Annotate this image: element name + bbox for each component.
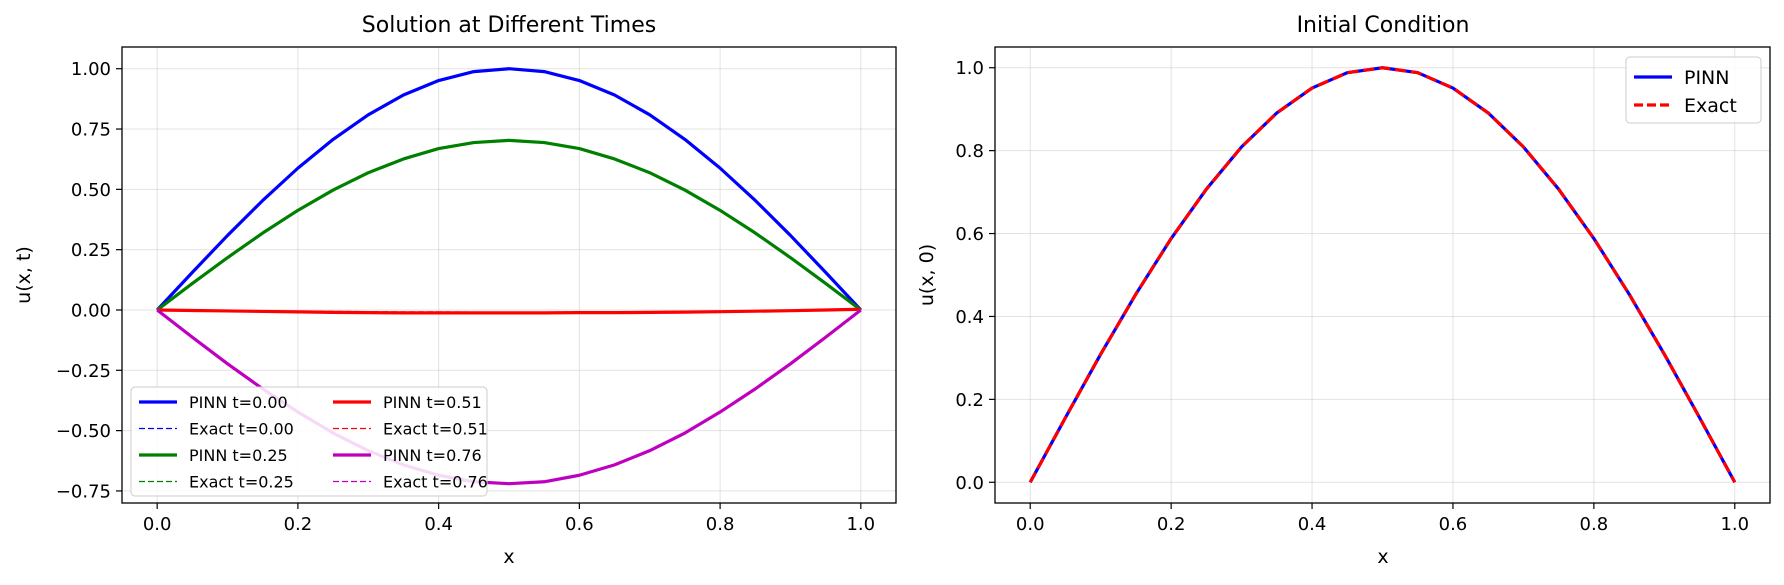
legend-label: Exact t=0.00 bbox=[189, 419, 294, 438]
x-tick: 0.2 bbox=[284, 503, 313, 535]
legend-label: PINN t=0.00 bbox=[189, 393, 288, 412]
legend-item: Exact bbox=[1634, 95, 1737, 117]
legend-label: PINN t=0.25 bbox=[189, 446, 288, 465]
x-axis-label: x bbox=[503, 546, 514, 568]
legend-label: PINN bbox=[1684, 67, 1730, 89]
x-tick: 0.6 bbox=[1439, 503, 1468, 535]
axes-frame bbox=[994, 46, 1771, 504]
y-tick: 1.0 bbox=[955, 58, 995, 79]
y-tick-label: −0.25 bbox=[56, 361, 111, 382]
y-tick: 0.00 bbox=[71, 300, 122, 321]
legend-item: PINN t=0.51 bbox=[333, 393, 482, 412]
y-tick: 0.8 bbox=[955, 141, 995, 162]
x-axis-ticks: 0.0 0.2 0.4 0.6 0.8 1.0 bbox=[143, 503, 875, 535]
x-tick-label: 0.4 bbox=[424, 514, 453, 535]
x-tick-label: 1.0 bbox=[846, 514, 875, 535]
legend-label: Exact t=0.51 bbox=[383, 419, 488, 438]
chart-solution-at-different-times: Solution at Different Times 0.0 0.2 0.4 0.6… bbox=[13, 13, 897, 568]
y-tick: 0.25 bbox=[71, 240, 122, 261]
legend-label: PINN t=0.76 bbox=[383, 446, 482, 465]
y-tick: 0.50 bbox=[71, 180, 122, 201]
y-tick: 1.00 bbox=[71, 59, 122, 80]
legend-label: Exact bbox=[1684, 95, 1737, 117]
y-tick-label: 0.4 bbox=[955, 307, 984, 328]
x-tick-label: 0.6 bbox=[1439, 514, 1468, 535]
x-axis-ticks: 0.0 0.2 0.4 0.6 0.8 1.0 bbox=[1016, 503, 1749, 535]
legend: PINN t=0.00 Exact t=0.00 PINN t=0.25 Exact … bbox=[130, 386, 488, 497]
legend-item: Exact t=0.25 bbox=[139, 472, 294, 491]
x-tick: 0.6 bbox=[565, 503, 594, 535]
legend-item: PINN t=0.25 bbox=[139, 446, 288, 465]
x-tick: 0.2 bbox=[1157, 503, 1186, 535]
x-tick-label: 0.2 bbox=[284, 514, 313, 535]
y-tick: 0.4 bbox=[955, 307, 995, 328]
y-tick: 0.6 bbox=[955, 224, 995, 245]
x-tick-label: 0.6 bbox=[565, 514, 594, 535]
legend-frame bbox=[1625, 56, 1762, 124]
series-line-exact-t-0-25 bbox=[156, 139, 862, 311]
x-tick: 1.0 bbox=[1720, 503, 1749, 535]
x-tick: 0.0 bbox=[1016, 503, 1045, 535]
y-tick: 0.0 bbox=[955, 473, 995, 494]
x-tick-label: 0.0 bbox=[1016, 514, 1045, 535]
x-tick: 0.0 bbox=[143, 503, 172, 535]
x-tick-label: 0.2 bbox=[1157, 514, 1186, 535]
chart-title: Initial Condition bbox=[1297, 13, 1470, 38]
x-tick-label: 1.0 bbox=[1720, 514, 1749, 535]
y-axis-label: u(x, t) bbox=[13, 246, 35, 304]
series-line-pinn-t-0-00 bbox=[156, 67, 862, 312]
legend-item: PINN bbox=[1634, 67, 1730, 89]
y-tick-label: 0.75 bbox=[71, 120, 111, 141]
x-tick: 0.8 bbox=[1580, 503, 1609, 535]
x-tick: 0.4 bbox=[1298, 503, 1327, 535]
y-tick-label: 0.8 bbox=[955, 141, 984, 162]
y-tick-label: 0.50 bbox=[71, 180, 111, 201]
x-axis-label: x bbox=[1377, 546, 1388, 568]
x-tick-label: 0.8 bbox=[706, 514, 735, 535]
series-line-exact bbox=[1028, 66, 1737, 484]
chart-title: Solution at Different Times bbox=[362, 13, 656, 38]
x-tick: 1.0 bbox=[846, 503, 875, 535]
legend-item: Exact t=0.76 bbox=[333, 472, 488, 491]
y-axis-ticks: −0.75 −0.50 −0.25 0.00 0.25 0.50 0.75 1.00 bbox=[56, 59, 122, 502]
legend-item: Exact t=0.00 bbox=[139, 419, 294, 438]
y-tick-label: 1.00 bbox=[71, 59, 111, 80]
legend-label: Exact t=0.25 bbox=[189, 472, 294, 491]
x-tick-label: 0.8 bbox=[1580, 514, 1609, 535]
x-tick: 0.4 bbox=[424, 503, 453, 535]
x-tick-label: 0.4 bbox=[1298, 514, 1327, 535]
series-group bbox=[1028, 66, 1737, 484]
y-tick-label: 0.00 bbox=[71, 300, 111, 321]
y-tick: 0.2 bbox=[955, 390, 995, 411]
legend-label: PINN t=0.51 bbox=[383, 393, 482, 412]
legend-label: Exact t=0.76 bbox=[383, 472, 488, 491]
y-tick-label: 0.0 bbox=[955, 473, 984, 494]
y-tick-label: 0.2 bbox=[955, 390, 984, 411]
axes-frame bbox=[121, 46, 897, 504]
y-axis-label: u(x, 0) bbox=[916, 244, 938, 306]
y-tick-label: 1.0 bbox=[955, 58, 984, 79]
x-tick-label: 0.0 bbox=[143, 514, 172, 535]
y-tick: −0.25 bbox=[56, 361, 122, 382]
y-tick-label: −0.50 bbox=[56, 421, 111, 442]
legend-item: Exact t=0.51 bbox=[333, 419, 488, 438]
x-tick: 0.8 bbox=[706, 503, 735, 535]
chart-initial-condition: Initial Condition 0.0 0.2 0.4 0.6 0.8 1.0 0.0… bbox=[916, 13, 1771, 568]
y-tick-label: 0.25 bbox=[71, 240, 111, 261]
y-tick: −0.50 bbox=[56, 421, 122, 442]
y-tick: 0.75 bbox=[71, 120, 122, 141]
legend: PINN Exact bbox=[1625, 56, 1762, 124]
legend-item: PINN t=0.76 bbox=[333, 446, 482, 465]
y-tick-label: −0.75 bbox=[56, 481, 111, 502]
y-tick-label: 0.6 bbox=[955, 224, 984, 245]
series-line-exact-t-0-51 bbox=[157, 309, 861, 313]
series-line-pinn bbox=[1028, 66, 1737, 484]
series-line-pinn-t-0-25 bbox=[156, 138, 862, 312]
y-tick: −0.75 bbox=[56, 481, 122, 502]
legend-frame bbox=[130, 386, 488, 497]
y-axis-ticks: 0.0 0.2 0.4 0.6 0.8 1.0 bbox=[955, 58, 995, 494]
legend-item: PINN t=0.00 bbox=[139, 393, 288, 412]
